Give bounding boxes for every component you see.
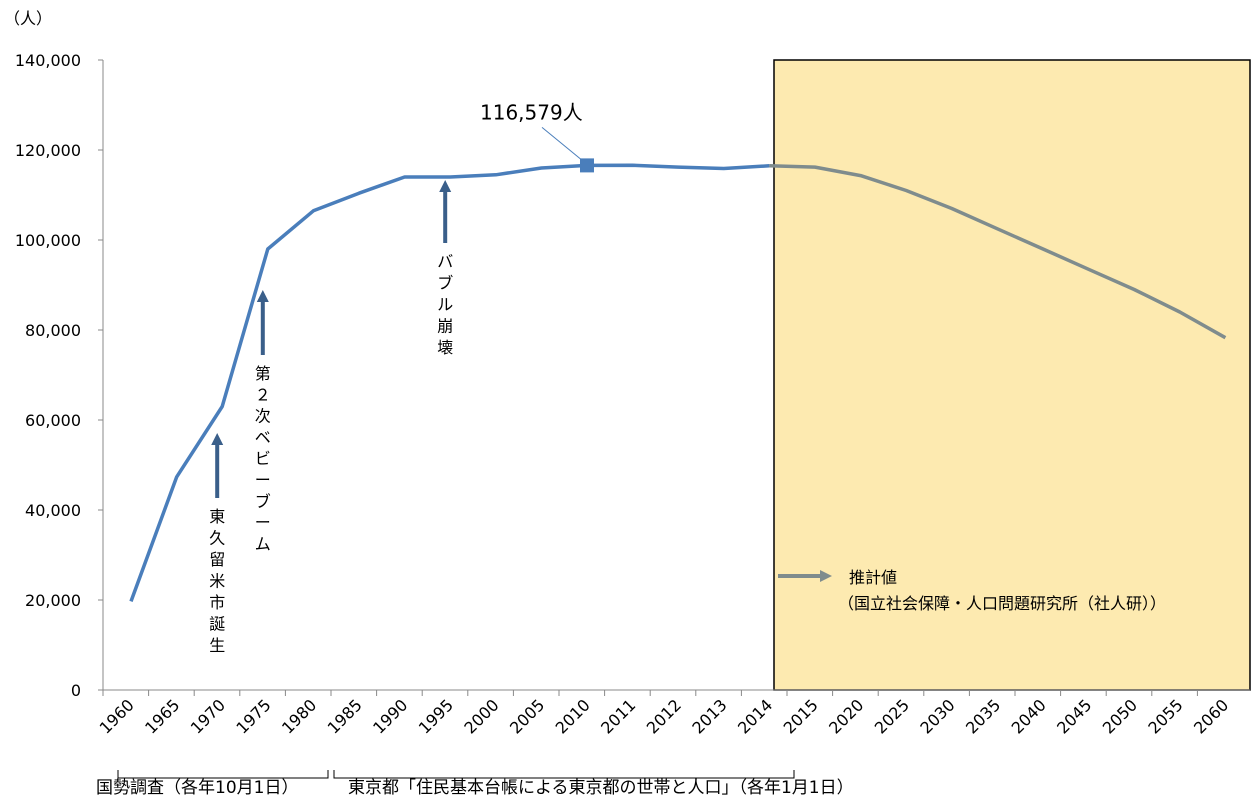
y-tick-label: 120,000 (15, 141, 81, 160)
bracket-census (117, 770, 329, 779)
x-tick-label: 1965 (141, 695, 183, 737)
highlight-marker (580, 158, 594, 173)
event-arrow-head-icon (439, 180, 452, 192)
x-axis: 1960 1965 1970 1975 1980 1985 1990 1995 2000 2005… (96, 689, 1250, 738)
event-annotation-label: 東久留米市誕生 (209, 507, 225, 655)
x-tick-label: 2011 (597, 695, 639, 737)
x-tick-label: 1970 (187, 695, 229, 737)
y-unit-label: （人） (4, 9, 52, 28)
data-point (722, 166, 726, 170)
y-tick-label: 20,000 (25, 591, 81, 610)
data-point (539, 166, 543, 170)
y-tick-label: 60,000 (25, 411, 81, 430)
source-census: 国勢調査（各年10月1日） (96, 778, 298, 798)
x-tick-label: 2000 (460, 695, 502, 737)
y-tick-label: 0 (71, 681, 81, 700)
data-point (950, 207, 954, 211)
data-point (448, 175, 452, 179)
projection-label: 推計値 (849, 568, 897, 587)
x-tick-label: 2015 (780, 695, 822, 737)
projection-legend: 推計値 （国立社会保障・人口問題研究所（社人研）） (778, 568, 1166, 613)
data-point (1223, 336, 1227, 340)
x-tick-label: 2025 (871, 695, 913, 737)
y-tick-label: 140,000 (15, 51, 81, 70)
data-point (1178, 310, 1182, 314)
data-point (403, 175, 407, 179)
data-point (1041, 247, 1045, 251)
data-point (266, 247, 270, 251)
x-tick-label: 1960 (96, 695, 138, 737)
x-tick-label: 2055 (1144, 695, 1186, 737)
x-tick-label: 2050 (1099, 695, 1141, 737)
projection-source: （国立社会保障・人口問題研究所（社人研）） (838, 594, 1166, 613)
data-point (676, 165, 680, 169)
series-line-actual (129, 163, 770, 603)
x-tick-label: 2045 (1053, 695, 1095, 737)
x-tick-label: 2020 (825, 695, 867, 737)
x-tick-label: 2013 (688, 695, 730, 737)
data-point (175, 475, 179, 479)
x-tick-label: 2040 (1008, 695, 1050, 737)
data-point (859, 174, 863, 178)
highlight-leader-line (541, 127, 582, 160)
data-point (129, 599, 133, 603)
x-tick-label: 2010 (552, 695, 594, 737)
x-tick-label: 2035 (962, 695, 1004, 737)
x-tick-label: 2012 (643, 695, 685, 737)
projection-band (773, 59, 1251, 691)
x-tick-label: 2005 (506, 695, 548, 737)
data-point (357, 191, 361, 195)
event-annotations: 東久留米市誕生 第２次ベビーブーム バブル崩壊 (209, 180, 453, 655)
data-point (767, 164, 771, 168)
source-notes: 国勢調査（各年10月1日） 東京都「住民基本台帳による東京都の世帯と人口」（各年… (96, 770, 854, 798)
data-point (995, 227, 999, 231)
highlight-label: 116,579人 (480, 100, 583, 124)
data-point (631, 163, 635, 167)
data-point (494, 173, 498, 177)
x-tick-label: 2060 (1190, 695, 1232, 737)
x-tick-label: 1995 (415, 695, 457, 737)
projection-arrow-head-icon (820, 570, 832, 582)
bracket-registry (333, 770, 795, 779)
event-annotation-label: バブル崩壊 (437, 252, 453, 357)
x-tick-label: 1985 (324, 695, 366, 737)
x-tick-label: 2030 (916, 695, 958, 737)
data-point (813, 165, 817, 169)
x-tick-label: 1975 (232, 695, 274, 737)
event-arrow-head-icon (256, 290, 269, 302)
data-point (1087, 267, 1091, 271)
source-registry: 東京都「住民基本台帳による東京都の世帯と人口」（各年1月1日） (348, 778, 854, 798)
data-point (904, 189, 908, 193)
y-tick-label: 100,000 (15, 231, 81, 250)
data-point (1132, 288, 1136, 292)
y-tick-label: 80,000 (25, 321, 81, 340)
data-point (220, 405, 224, 409)
series-line-projection (769, 164, 1227, 340)
x-tick-label: 1980 (278, 695, 320, 737)
event-annotation-label: 第２次ベビーブーム (255, 364, 271, 553)
data-point (311, 209, 315, 213)
x-tick-label: 2014 (734, 695, 776, 737)
x-tick-label: 1990 (369, 695, 411, 737)
y-tick-label: 40,000 (25, 501, 81, 520)
event-arrow-head-icon (211, 433, 224, 445)
y-axis: 0 20,000 40,000 60,000 80,000 100,000 120,000 1… (15, 51, 104, 700)
